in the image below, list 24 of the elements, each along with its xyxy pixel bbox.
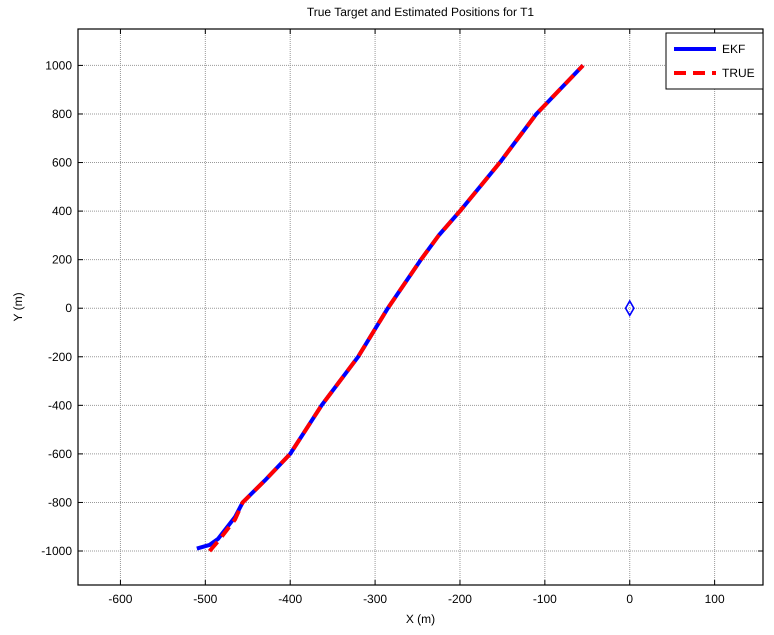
x-tick-label: -500 xyxy=(193,592,218,606)
chart-title: True Target and Estimated Positions for T1 xyxy=(306,5,534,19)
y-tick-label: 600 xyxy=(52,156,72,170)
y-tick-label: 0 xyxy=(65,301,72,316)
x-axis-title: X (m) xyxy=(406,612,436,626)
y-tick-label: 200 xyxy=(52,252,72,267)
y-tick-label: 1000 xyxy=(45,58,72,72)
x-tick-label: 0 xyxy=(626,592,634,606)
x-tick-label: -600 xyxy=(108,592,133,606)
y-tick-label: -800 xyxy=(48,495,72,510)
y-tick-label: 800 xyxy=(52,106,72,121)
legend-label: EKF xyxy=(722,42,746,56)
y-axis-title: Y (m) xyxy=(11,292,25,322)
x-tick-label: -400 xyxy=(278,592,303,606)
y-tick-label: -600 xyxy=(48,446,72,461)
y-tick-label: -200 xyxy=(48,350,72,364)
y-tick-label: -400 xyxy=(48,398,72,412)
y-tick-label: 400 xyxy=(52,204,72,218)
x-tick-label: -200 xyxy=(448,592,472,606)
y-tick-label: -1000 xyxy=(41,544,72,558)
x-tick-label: 100 xyxy=(704,592,725,606)
x-tick-label: -300 xyxy=(363,592,388,606)
x-tick-label: -100 xyxy=(532,592,558,606)
legend-label: TRUE xyxy=(722,66,755,80)
